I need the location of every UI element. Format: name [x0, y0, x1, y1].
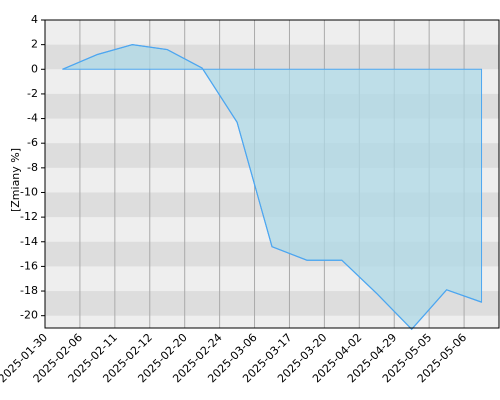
y-tick-label: -14 — [20, 235, 38, 248]
y-tick-label: -16 — [20, 259, 38, 272]
y-tick-label: 2 — [31, 38, 38, 51]
line — [62, 44, 482, 331]
y-tick-label: -2 — [27, 87, 38, 100]
y-tick-label: 4 — [31, 13, 38, 26]
y-tick-label: 0 — [31, 62, 38, 75]
y-tick-label: -4 — [27, 112, 38, 125]
y-tick-label: -20 — [20, 309, 38, 322]
y-tick-label: -8 — [27, 161, 38, 174]
y-tick-label: -18 — [20, 284, 38, 297]
plot-frame — [44, 19, 500, 329]
y-axis-label: [Zmiany %] — [9, 148, 22, 212]
y-tick-label: -10 — [20, 185, 38, 198]
y-tick-label: -12 — [20, 210, 38, 223]
y-tick-label: -6 — [27, 136, 38, 149]
